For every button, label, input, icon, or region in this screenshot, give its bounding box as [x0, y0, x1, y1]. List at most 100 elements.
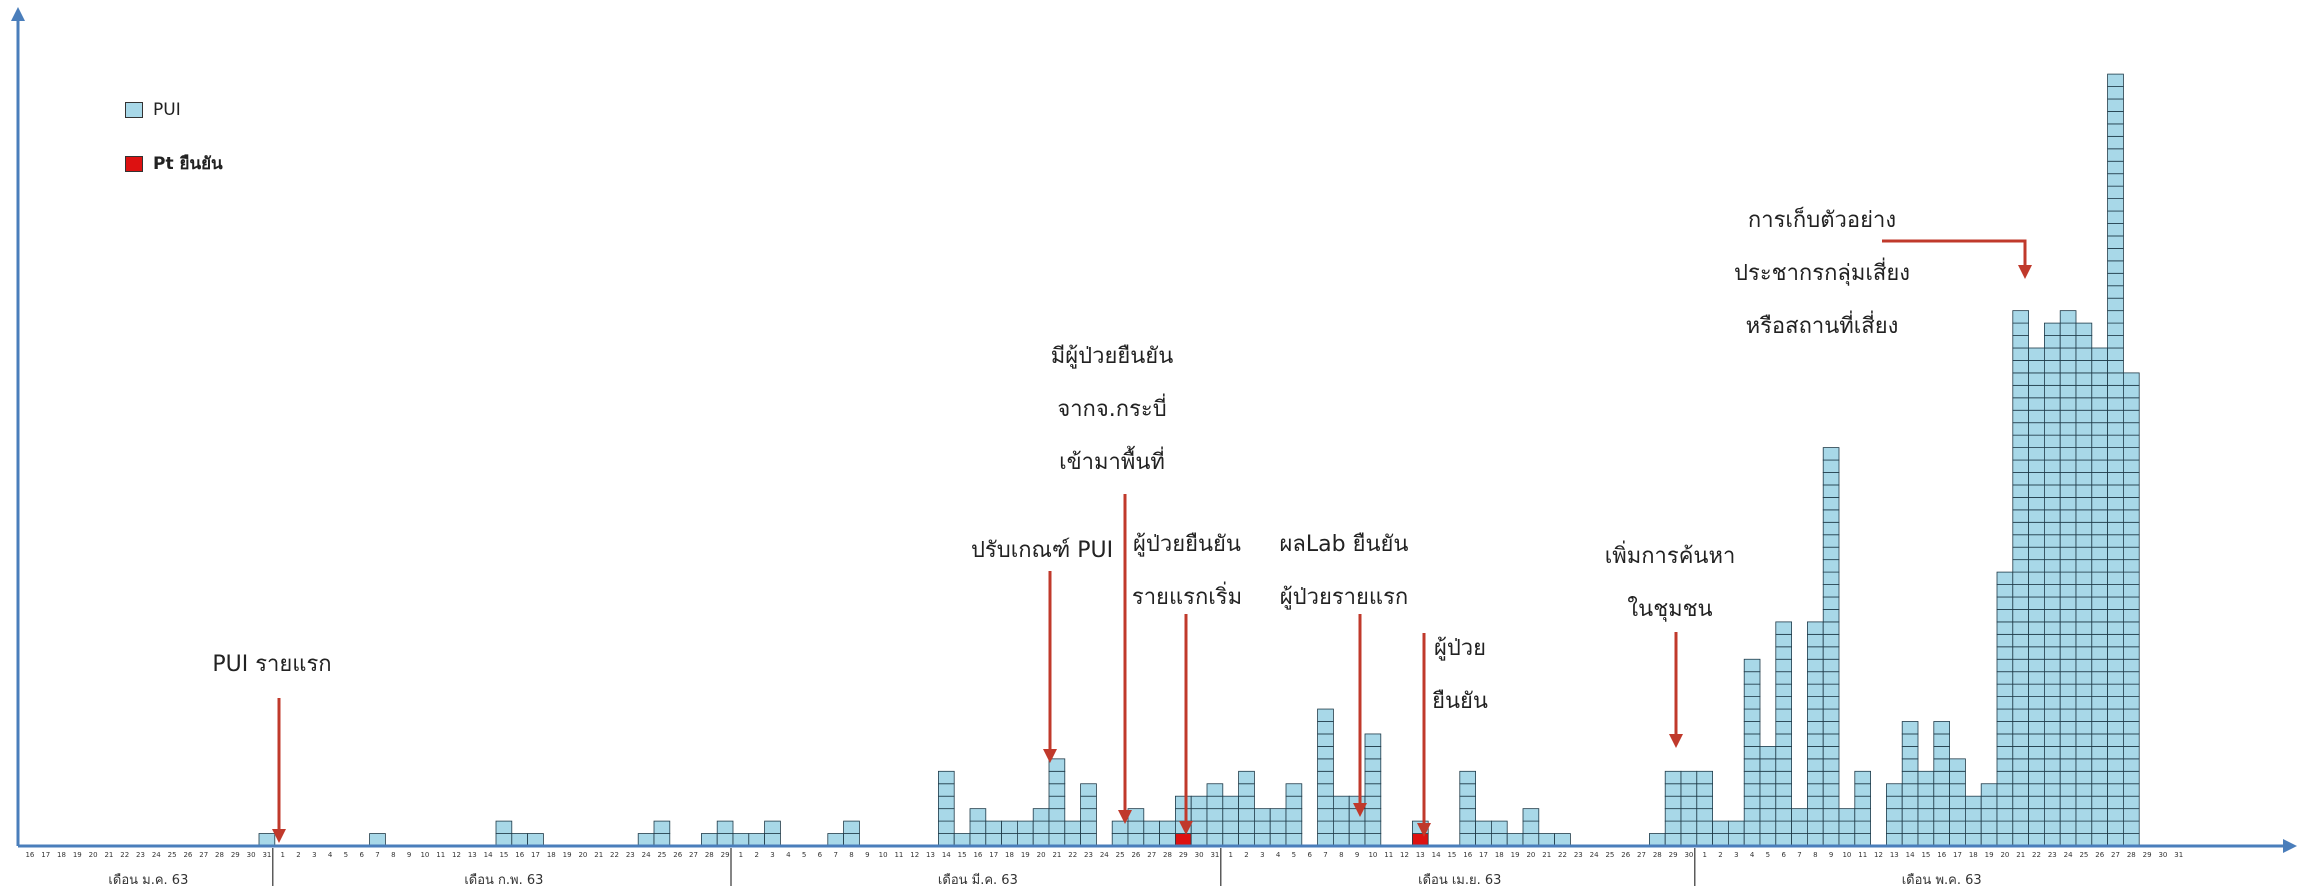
bar-pui-case — [1175, 808, 1192, 822]
bar-pui-case — [2107, 310, 2124, 324]
bar-pui-case — [2091, 596, 2109, 610]
bar-pui-case — [1775, 633, 1793, 648]
x-tick-label: 24 — [1100, 851, 1109, 859]
bar-pui-case — [1743, 820, 1761, 834]
bar-pui-case — [1775, 746, 1793, 760]
bar-pui-case — [2107, 683, 2124, 698]
bar-pui-case — [2044, 335, 2061, 349]
x-tick-label: 5 — [1766, 851, 1770, 859]
x-tick-label: 19 — [563, 851, 572, 859]
bar-pui-case — [1791, 808, 1808, 822]
bar-pui-case — [1807, 621, 1824, 635]
bar-pui-case — [2122, 559, 2140, 573]
bar-pui-case — [2028, 434, 2045, 448]
annotation-patient-confirmed: ผู้ป่วย ยืนยัน — [1432, 622, 1488, 728]
bar-pui-case — [1743, 733, 1761, 747]
x-tick-label: 19 — [73, 851, 82, 859]
bar-pui-case — [1696, 770, 1714, 785]
bar-pui-case — [2012, 546, 2030, 561]
bar-pui-case — [1886, 783, 1903, 797]
x-tick-label: 22 — [1558, 851, 1567, 859]
bar-pui-case — [1775, 696, 1793, 710]
x-tick-label: 23 — [136, 851, 145, 859]
bar-pui-case — [2075, 447, 2093, 461]
bar-pui-case — [2075, 746, 2093, 760]
bar-pui-case — [2059, 646, 2077, 660]
bar-pui-case — [1111, 833, 1129, 847]
bar-pui-case — [1775, 820, 1793, 834]
bar-pui-case — [2075, 683, 2093, 698]
bar-pui-case — [2075, 820, 2093, 834]
x-tick-label: 15 — [1921, 851, 1930, 859]
bar-pui-case — [2091, 671, 2109, 685]
bar-pui-case — [1712, 820, 1729, 834]
bar-pui-case — [1238, 820, 1255, 834]
x-tick-label: 27 — [689, 851, 698, 859]
bar-pui-case — [1822, 671, 1840, 685]
bar-pui-case — [2044, 833, 2061, 847]
bar-pui-case — [2044, 509, 2061, 523]
x-tick-label: 23 — [626, 851, 635, 859]
legend-pui: PUI — [125, 100, 181, 120]
x-tick-label: 1 — [280, 851, 284, 859]
bar-pui-case — [1522, 808, 1540, 822]
x-tick-label: 31 — [262, 851, 271, 859]
bar-pui-case — [2107, 833, 2124, 847]
bar-pui-case — [2075, 621, 2093, 635]
bar-pui-case — [2122, 833, 2140, 847]
annotation-krabi-patient: มีผู้ป่วยยืนยัน จากจ.กระบี่ เข้ามาพื้นที่ — [1051, 330, 1173, 489]
bar-pui-case — [1759, 758, 1777, 772]
x-tick-label: 18 — [1969, 851, 1978, 859]
x-tick-label: 19 — [1985, 851, 1994, 859]
bar-pui-case — [2012, 820, 2030, 834]
bar-pui-case — [2091, 795, 2109, 810]
bar-confirmed-case — [1412, 833, 1429, 847]
bar-pui-case — [2044, 646, 2061, 660]
bar-pui-case — [1317, 820, 1334, 834]
bar-pui-case — [701, 833, 718, 847]
bar-pui-case — [1364, 758, 1382, 772]
bar-pui-case — [1822, 833, 1840, 847]
bar-pui-case — [2122, 372, 2140, 386]
bar-pui-case — [2059, 459, 2077, 473]
bar-pui-case — [2107, 496, 2124, 511]
bar-pui-case — [1206, 783, 1224, 797]
bar-pui-case — [1901, 820, 1919, 834]
bar-pui-case — [1017, 833, 1034, 847]
bar-pui-case — [2091, 808, 2109, 822]
x-tick-label: 31 — [2174, 851, 2183, 859]
bar-pui-case — [1743, 833, 1761, 847]
bar-pui-case — [2075, 509, 2093, 523]
bar-pui-case — [2044, 459, 2061, 473]
bar-pui-case — [969, 820, 987, 834]
bar-pui-case — [1064, 833, 1082, 847]
bar-pui-case — [1917, 770, 1935, 785]
bar-pui-case — [2059, 795, 2077, 810]
x-tick-label: 10 — [1368, 851, 1377, 859]
bar-pui-case — [1491, 833, 1508, 847]
bar-pui-case — [2107, 173, 2124, 187]
bar-pui-case — [2044, 559, 2061, 573]
bar-pui-case — [1190, 808, 1208, 822]
bar-pui-case — [1680, 770, 1698, 785]
bar-pui-case — [1775, 808, 1793, 822]
annotation-community-search: เพิ่มการค้นหา ในชุมชน — [1605, 530, 1736, 636]
bar-pui-case — [2107, 86, 2124, 100]
bar-pui-case — [2012, 310, 2030, 324]
bar-pui-case — [2091, 633, 2109, 648]
bar-pui-case — [1917, 795, 1935, 810]
bar-pui-case — [1996, 671, 2014, 685]
bar-pui-case — [1743, 758, 1761, 772]
bar-pui-case — [1664, 808, 1682, 822]
bar-pui-case — [1933, 770, 1951, 785]
bar-pui-case — [2075, 708, 2093, 722]
x-tick-label: 28 — [215, 851, 224, 859]
bar-pui-case — [2075, 484, 2093, 498]
legend-confirmed-label: Pt ยืนยัน — [153, 154, 223, 174]
x-tick-label: 5 — [1292, 851, 1296, 859]
bar-pui-case — [2012, 584, 2030, 598]
bar-pui-case — [1649, 833, 1666, 847]
bar-pui-case — [2044, 422, 2061, 436]
bar-pui-case — [1222, 833, 1240, 847]
bar-pui-case — [1933, 733, 1951, 747]
